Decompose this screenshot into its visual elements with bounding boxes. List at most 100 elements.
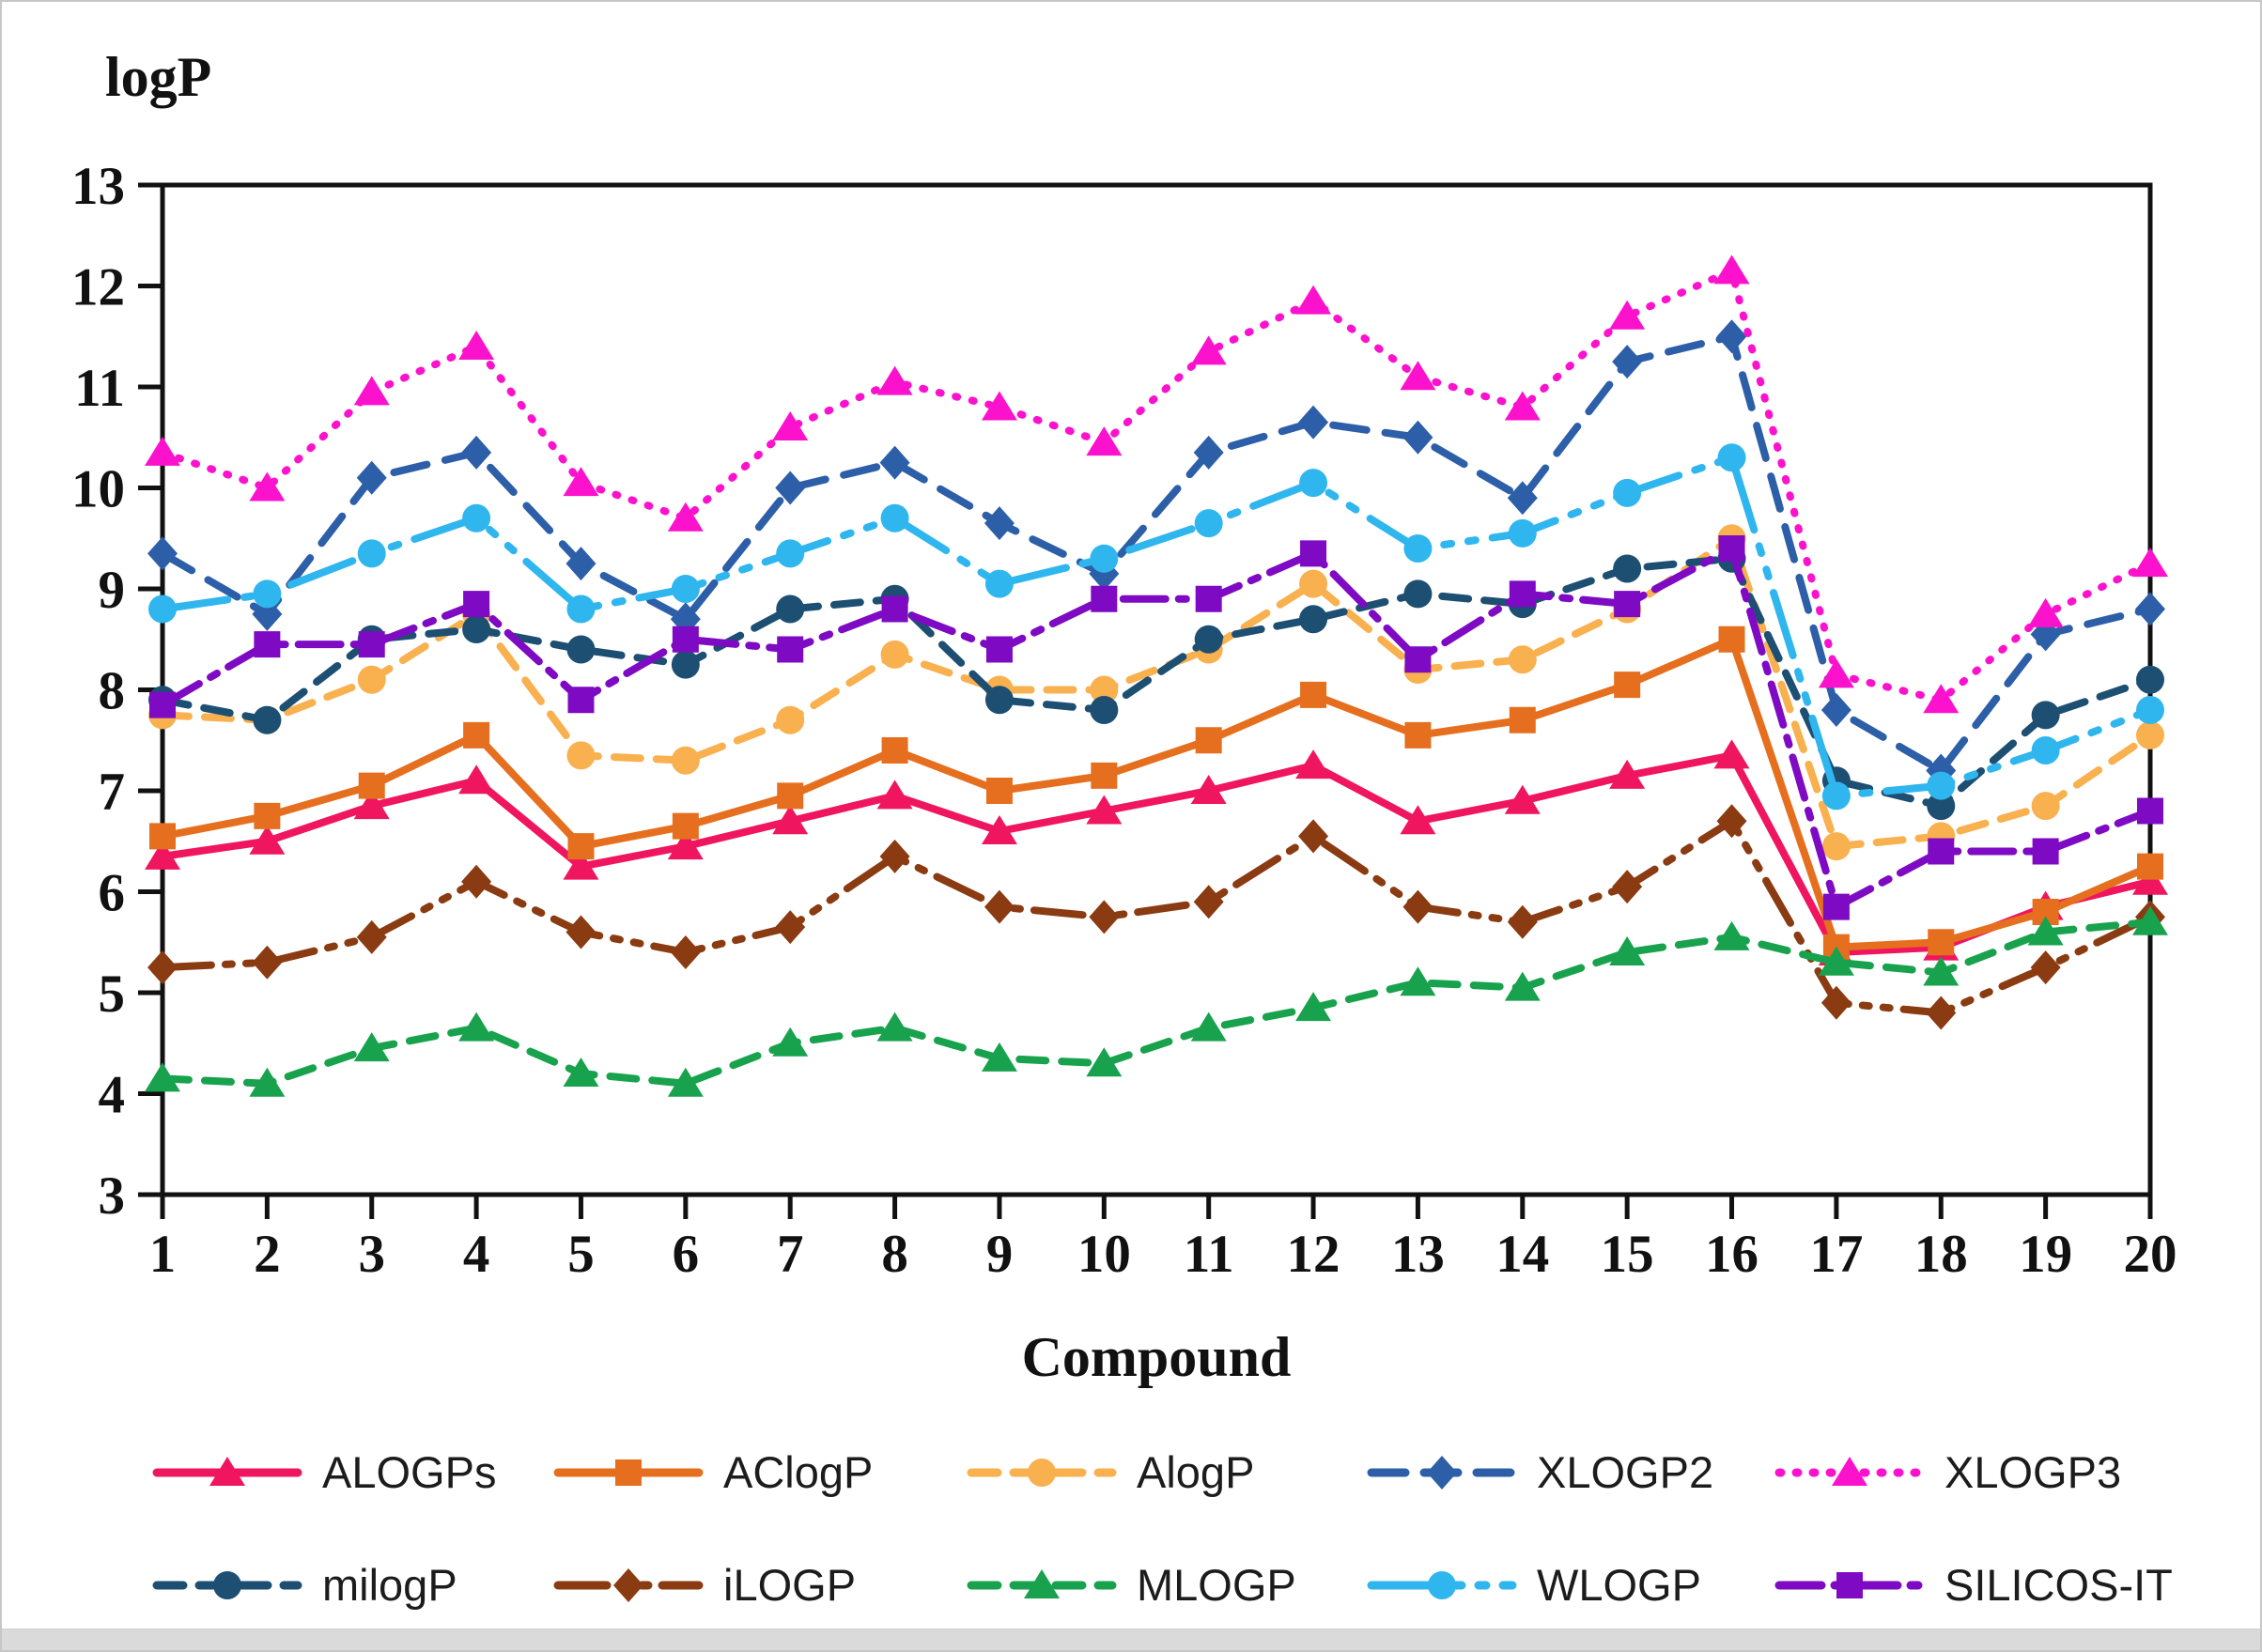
series-point-AClogP [777,782,804,810]
x-tick-label: 5 [567,1225,595,1284]
series-point-XLOGP3 [876,365,913,395]
series-point-MLOGP [772,1027,809,1057]
series-point-AlogP [2031,792,2060,821]
series-point-SILICOS-IT [1928,838,1955,865]
series-point-ALOGPs [1504,784,1541,814]
series-line-AClogP [159,635,2154,951]
series-point-AlogP [880,640,909,669]
series-point-iLOGP [1089,900,1120,934]
series-point-milogP [1927,792,1956,821]
legend-key-marker-AClogP [615,1459,642,1486]
series-point-MLOGP [2027,916,2064,946]
series-point-AlogP [776,705,805,734]
series-point-ALOGPs [772,805,809,835]
series-point-XLOGP2 [2135,592,2165,626]
series-point-XLOGP3 [1713,255,1750,285]
series-point-XLOGP2 [984,506,1015,541]
series-point-MLOGP [981,1042,1017,1072]
x-tick-label: 3 [358,1225,385,1284]
series-point-SILICOS-IT [985,636,1013,663]
series-point-milogP [984,686,1014,715]
series-point-MLOGP [667,1067,704,1097]
series-point-ALOGPs [145,840,180,870]
series-point-milogP [1299,605,1328,634]
series-point-iLOGP [356,919,387,954]
series-point-XLOGP3 [667,502,704,532]
x-tick-label: 1 [149,1225,177,1284]
x-tick-label: 18 [1914,1225,1968,1284]
y-tick-label: 9 [99,561,126,620]
y-tick-label: 10 [71,460,125,519]
series-point-AlogP [566,741,596,770]
series-point-AClogP [463,721,490,749]
series-point-milogP [2031,701,2060,730]
series-point-AlogP [357,665,386,694]
series-point-MLOGP [353,1032,390,1062]
series-point-WLOGP [1821,781,1851,811]
series-point-XLOGP3 [145,436,180,466]
series-point-AClogP [1195,727,1222,754]
series-point-AlogP [1090,675,1119,704]
series-point-MLOGP [249,1067,286,1097]
legend-key-marker-ALOGPs [209,1457,245,1486]
series-point-SILICOS-IT [881,595,908,623]
series-point-WLOGP [984,569,1014,598]
series-point-MLOGP [1713,920,1750,950]
series-point-SILICOS-IT [463,591,490,618]
y-tick-label: 12 [71,258,125,317]
y-tick-label: 13 [71,157,125,216]
page-bottom-strip [2,1629,2260,1650]
series-point-SILICOS-IT [2032,838,2059,865]
legend-key-marker-XLOGP2 [1427,1456,1457,1490]
x-tick-label: 13 [1391,1225,1445,1284]
series-point-WLOGP [1613,478,1642,507]
series-point-AlogP [671,746,700,775]
series-point-ALOGPs [353,790,390,820]
series-point-milogP [671,650,700,679]
series-point-ALOGPs [1609,759,1646,789]
series-point-XLOGP3 [772,411,809,440]
series-point-WLOGP [462,503,491,533]
series-point-milogP [566,635,596,664]
legend-label-XLOGP2: XLOGP2 [1537,1447,1713,1497]
x-tick-label: 2 [254,1225,281,1284]
series-line-XLOGP2 [159,332,2154,775]
x-tick-label: 19 [2019,1225,2072,1284]
series-point-MLOGP [876,1011,913,1042]
series-point-WLOGP [148,594,177,624]
series-point-SILICOS-IT [1718,535,1745,562]
series-point-MLOGP [458,1011,495,1042]
series-point-AlogP [1508,645,1537,674]
series-point-WLOGP [1927,771,1956,800]
y-tick-label: 4 [99,1066,126,1125]
series-point-XLOGP3 [1086,426,1123,456]
series-point-XLOGP3 [1400,361,1436,391]
x-tick-label: 17 [1809,1225,1863,1284]
series-point-iLOGP [1820,985,1851,1020]
series-line-WLOGP [159,454,2154,800]
series-point-MLOGP [1190,1011,1227,1042]
series-point-AlogP [1299,569,1328,598]
legend-key-marker-WLOGP [1428,1571,1456,1599]
series-point-SILICOS-IT [672,625,699,653]
series-point-iLOGP [1507,904,1538,939]
series-point-SILICOS-IT [2137,797,2163,825]
series-point-XLOGP3 [249,471,286,502]
series-point-milogP [1194,625,1223,654]
series-point-milogP [1403,579,1433,609]
series-point-ALOGPs [1295,749,1332,780]
series-point-AClogP [1300,681,1327,708]
series-point-XLOGP2 [1612,345,1643,379]
legend-key-marker-milogP [213,1571,241,1599]
legend-label-iLOGP: iLOGP [723,1560,856,1610]
series-point-iLOGP [2030,950,2061,985]
series-point-AClogP [672,812,699,840]
series-point-AClogP [1509,706,1536,733]
y-tick-label: 7 [99,763,126,822]
series-point-WLOGP [357,539,386,568]
series-point-iLOGP [670,935,701,969]
series-point-ALOGPs [1190,775,1227,804]
legend-label-SILICOS-IT: SILICOS-IT [1944,1560,2173,1610]
series-point-SILICOS-IT [254,631,281,658]
